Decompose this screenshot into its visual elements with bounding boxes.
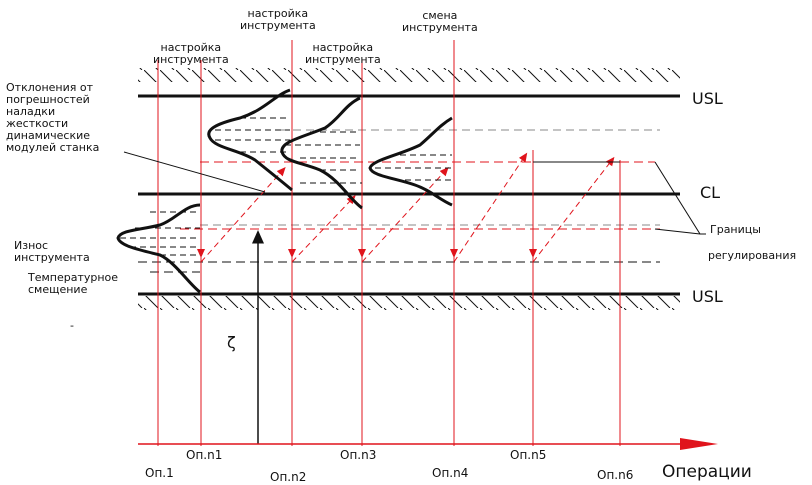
deviations-label: Отклонения от погрешностей наладки жестк… bbox=[6, 81, 100, 154]
lower-hatch bbox=[138, 296, 680, 310]
tick-op-n4: Оп.n4 bbox=[432, 466, 469, 480]
stray-mark: - bbox=[70, 319, 74, 332]
tick-op-n6: Оп.n6 bbox=[597, 468, 634, 482]
correction-arrows bbox=[197, 210, 537, 258]
tick-op-1: Оп.1 bbox=[145, 466, 174, 480]
axis-arrowhead bbox=[680, 438, 718, 450]
adjustment-label-3: настройка инструмента bbox=[305, 41, 381, 66]
regulation-limits-label-2: регулирования bbox=[708, 249, 797, 262]
gray-reference-lines bbox=[200, 129, 660, 226]
tick-op-n5: Оп.n5 bbox=[510, 448, 547, 462]
upper-hatch bbox=[138, 68, 680, 82]
operation-vertical-lines bbox=[157, 40, 621, 446]
operations-axis-title: Операции bbox=[662, 462, 752, 482]
tool-wear-label: Износ инструмента bbox=[14, 239, 90, 264]
black-dashed-lines bbox=[138, 261, 660, 273]
tool-change-label: смена инструмента bbox=[402, 9, 478, 34]
curve-hatch-lines bbox=[120, 117, 452, 256]
regulation-limits-label-1: Границы bbox=[710, 223, 761, 236]
cl-label: CL bbox=[700, 183, 721, 202]
usl-upper-label: USL bbox=[692, 89, 723, 108]
delta-symbol: ζ bbox=[227, 333, 236, 352]
tick-op-n1: Оп.n1 bbox=[186, 448, 223, 462]
tick-op-n3: Оп.n3 bbox=[340, 448, 377, 462]
adjustment-label-1: настройка инструмента bbox=[153, 41, 229, 66]
distribution-curves bbox=[116, 88, 453, 294]
adjustment-label-2: настройка инструмента bbox=[240, 7, 316, 32]
drift-arrows bbox=[200, 152, 615, 263]
leader-lines bbox=[123, 151, 706, 235]
tick-op-n2: Оп.n2 bbox=[270, 470, 307, 484]
thermal-shift-label: Температурное смещение bbox=[28, 271, 119, 296]
usl-lower-label: USL bbox=[692, 287, 723, 306]
